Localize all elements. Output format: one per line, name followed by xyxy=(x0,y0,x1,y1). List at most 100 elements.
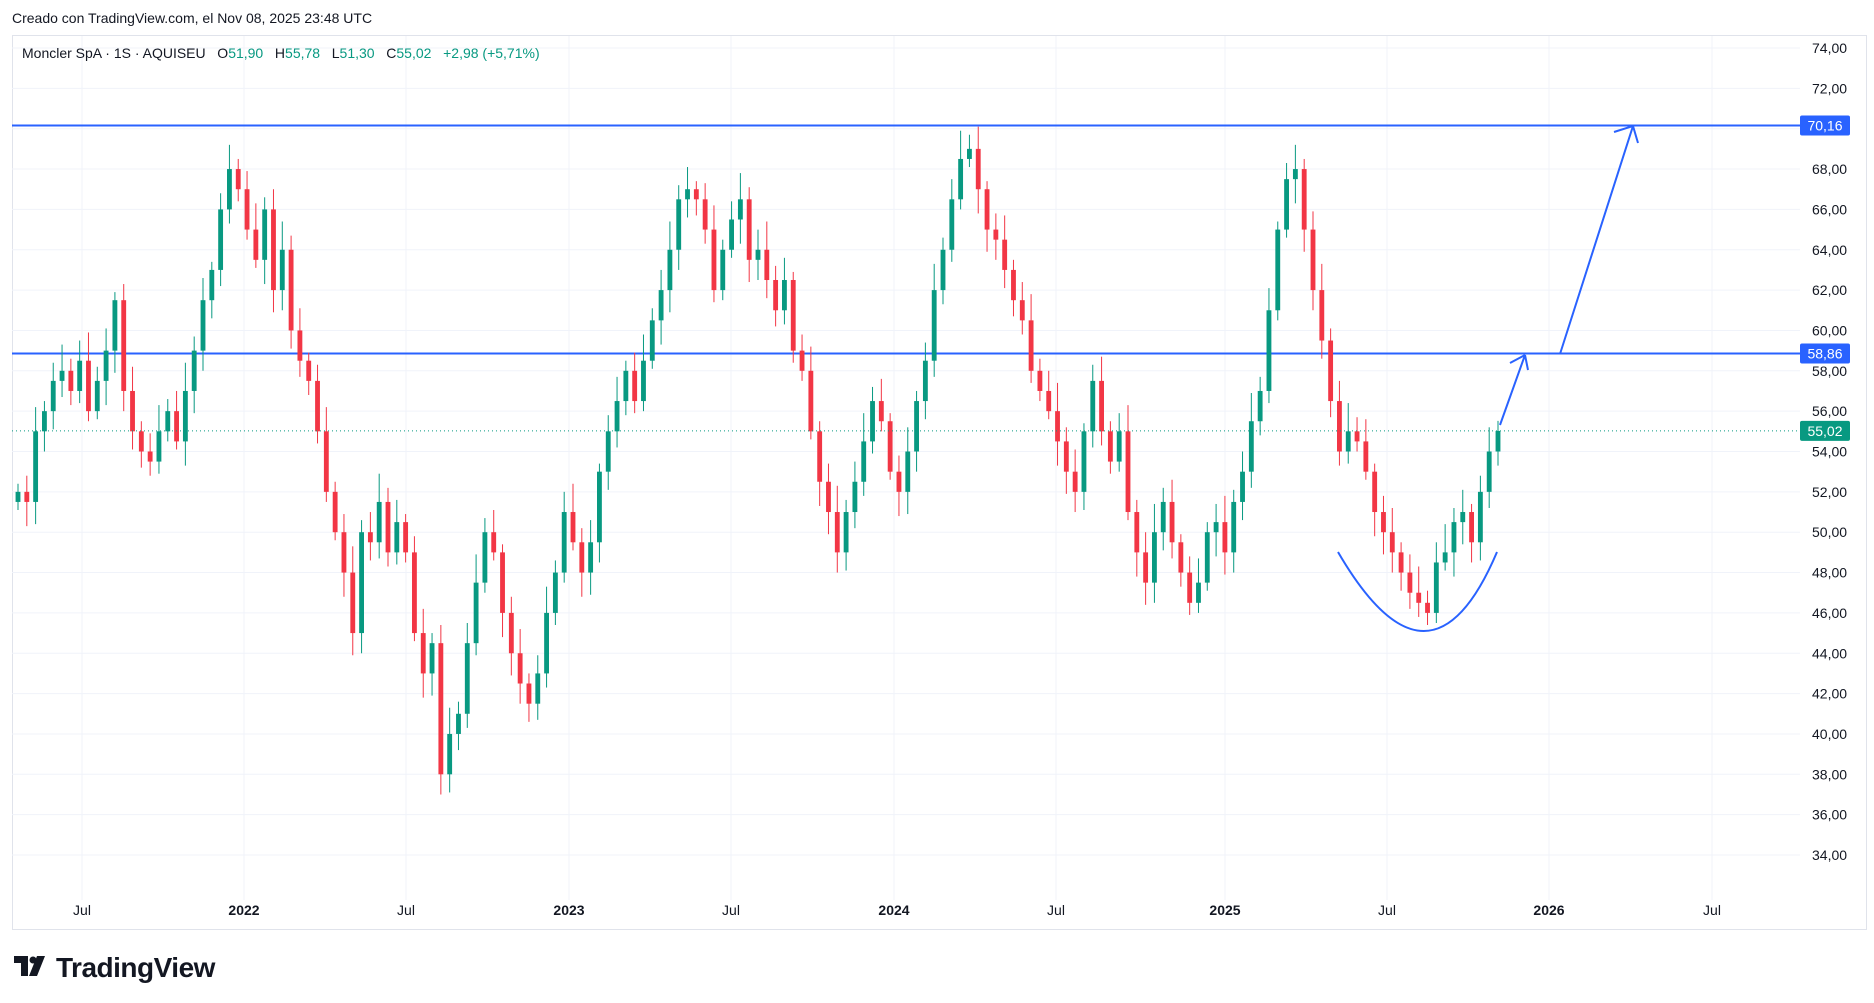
candle-body[interactable] xyxy=(464,643,470,714)
candle-body[interactable] xyxy=(799,350,805,371)
candle-body[interactable] xyxy=(720,249,726,291)
chart-pane[interactable] xyxy=(12,35,1867,930)
candle-body[interactable] xyxy=(271,209,276,291)
symbol-label[interactable]: Moncler SpA · 1S · AQUISEU xyxy=(22,45,206,61)
candle-body[interactable] xyxy=(773,280,779,311)
candle-body[interactable] xyxy=(403,522,409,553)
candle-body[interactable] xyxy=(59,370,65,381)
candle-body[interactable] xyxy=(1002,239,1008,270)
candle-body[interactable] xyxy=(1363,441,1369,472)
candle-body[interactable] xyxy=(1222,522,1228,553)
candle-body[interactable] xyxy=(790,280,796,351)
candle-body[interactable] xyxy=(782,280,787,311)
candle-body[interactable] xyxy=(42,411,47,432)
candle-body[interactable] xyxy=(1301,169,1307,230)
candle-body[interactable] xyxy=(429,643,435,674)
candle-body[interactable] xyxy=(1460,512,1466,523)
candle-body[interactable] xyxy=(552,572,558,613)
candle-body[interactable] xyxy=(544,612,549,674)
candle-body[interactable] xyxy=(570,512,576,543)
candle-body[interactable] xyxy=(1019,300,1025,321)
candle-body[interactable] xyxy=(138,431,144,452)
candle-body[interactable] xyxy=(209,269,215,301)
candle-body[interactable] xyxy=(1143,552,1149,583)
candle-body[interactable] xyxy=(130,390,135,432)
candle-body[interactable] xyxy=(1134,512,1140,553)
candle-body[interactable] xyxy=(1451,522,1457,553)
candle-body[interactable] xyxy=(1011,269,1016,301)
candle-body[interactable] xyxy=(68,370,74,391)
candle-body[interactable] xyxy=(227,169,232,210)
candle-body[interactable] xyxy=(315,380,320,432)
candle-body[interactable] xyxy=(447,733,453,775)
candle-body[interactable] xyxy=(288,249,294,331)
rounded-bottom-arc[interactable] xyxy=(1337,551,1498,632)
candle-body[interactable] xyxy=(914,401,919,452)
candle-body[interactable] xyxy=(359,532,364,634)
candle-body[interactable] xyxy=(984,189,990,230)
candle-body[interactable] xyxy=(676,199,682,250)
candle-body[interactable] xyxy=(306,360,312,381)
candle-body[interactable] xyxy=(887,421,893,472)
candle-body[interactable] xyxy=(641,360,646,402)
candle-body[interactable] xyxy=(1178,542,1184,573)
candle-body[interactable] xyxy=(1469,512,1474,543)
target-arrow[interactable] xyxy=(1559,125,1639,355)
candle-body[interactable] xyxy=(156,431,162,462)
candle-body[interactable] xyxy=(737,199,743,220)
candle-body[interactable] xyxy=(473,582,479,644)
candle-body[interactable] xyxy=(1196,582,1201,603)
candle-body[interactable] xyxy=(1116,431,1122,462)
candle-body[interactable] xyxy=(967,148,972,159)
candle-body[interactable] xyxy=(77,360,83,391)
candle-body[interactable] xyxy=(1425,602,1430,613)
candle-body[interactable] xyxy=(1477,491,1483,543)
candle-body[interactable] xyxy=(1240,471,1245,502)
candle-body[interactable] xyxy=(420,633,426,674)
candle-body[interactable] xyxy=(729,219,734,250)
candle-body[interactable] xyxy=(764,249,770,281)
tradingview-logo[interactable]: TradingView xyxy=(14,952,215,984)
candle-body[interactable] xyxy=(623,370,629,402)
candle-body[interactable] xyxy=(1442,552,1448,563)
candle-body[interactable] xyxy=(878,401,884,422)
candle-body[interactable] xyxy=(385,501,391,553)
candle-body[interactable] xyxy=(1107,431,1113,462)
candle-body[interactable] xyxy=(279,249,285,291)
candle-body[interactable] xyxy=(412,552,417,634)
candle-body[interactable] xyxy=(834,512,840,553)
candle-body[interactable] xyxy=(297,330,303,361)
candle-body[interactable] xyxy=(121,300,127,391)
candle-body[interactable] xyxy=(1046,390,1052,412)
candle-body[interactable] xyxy=(1028,320,1034,371)
candle-body[interactable] xyxy=(103,350,109,381)
candle-body[interactable] xyxy=(1345,431,1351,452)
candle-body[interactable] xyxy=(1055,411,1060,442)
candle-body[interactable] xyxy=(1169,501,1175,543)
candle-body[interactable] xyxy=(1125,431,1131,513)
candle-body[interactable] xyxy=(1372,471,1378,513)
candle-body[interactable] xyxy=(1433,562,1439,613)
candle-body[interactable] xyxy=(614,401,620,432)
candle-body[interactable] xyxy=(147,451,153,462)
candle-body[interactable] xyxy=(746,199,752,260)
candle-body[interactable] xyxy=(94,380,100,412)
candle-body[interactable] xyxy=(112,300,118,351)
candle-body[interactable] xyxy=(350,572,356,634)
candle-body[interactable] xyxy=(1231,501,1237,553)
candle-body[interactable] xyxy=(456,713,461,734)
candle-body[interactable] xyxy=(685,189,690,200)
candle-body[interactable] xyxy=(1407,572,1413,593)
candle-body[interactable] xyxy=(1063,441,1069,472)
candle-body[interactable] xyxy=(975,148,981,190)
candle-body[interactable] xyxy=(588,542,594,573)
candle-body[interactable] xyxy=(817,431,823,482)
candle-body[interactable] xyxy=(693,189,699,200)
candle-body[interactable] xyxy=(711,229,717,291)
candle-body[interactable] xyxy=(33,431,39,502)
candle-body[interactable] xyxy=(323,431,329,492)
candle-body[interactable] xyxy=(852,481,858,513)
candle-body[interactable] xyxy=(1248,421,1254,472)
candle-body[interactable] xyxy=(244,189,250,230)
candle-body[interactable] xyxy=(165,411,171,432)
